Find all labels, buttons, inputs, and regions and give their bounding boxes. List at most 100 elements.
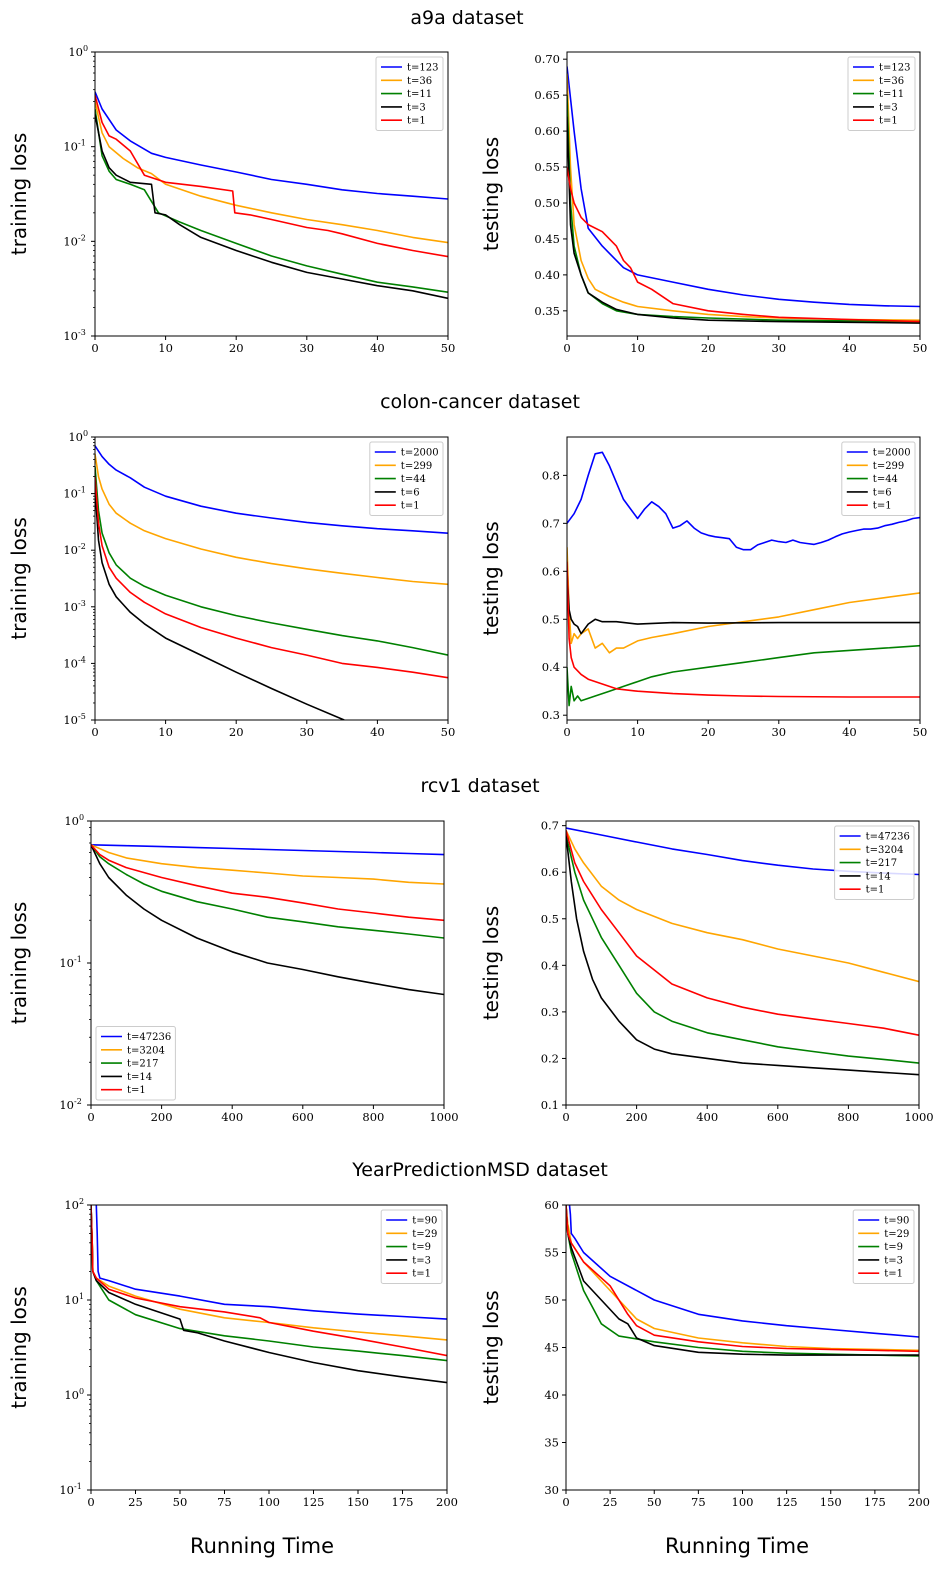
- svg-text:10: 10: [63, 234, 78, 248]
- x-tick-label: 0: [562, 1495, 569, 1509]
- svg-text:10: 10: [64, 1198, 79, 1212]
- legend-entry: t=2000: [401, 448, 439, 459]
- y-tick-label: 10 -4: [63, 655, 85, 670]
- x-tick-label: 400: [696, 1110, 718, 1124]
- series-lines: [567, 451, 920, 707]
- x-tick-label: 125: [776, 1495, 798, 1509]
- x-tick-label: 125: [303, 1495, 325, 1509]
- legend: t=2000 t=299 t=44 t=6 t=1: [841, 441, 916, 516]
- x-tick-label: 800: [837, 1110, 859, 1124]
- x-tick-label: 800: [362, 1110, 384, 1124]
- x-tick-label: 10: [630, 341, 645, 355]
- y-tick-label: 10 0: [68, 44, 88, 59]
- legend-entry: t=1: [866, 885, 885, 896]
- legend-box: [834, 825, 915, 900]
- legend-entry: t=90: [412, 1216, 437, 1227]
- series-line-t=44: [567, 644, 920, 707]
- series-line-t=14: [91, 844, 444, 996]
- y-tick-label: 10 -2: [63, 233, 85, 248]
- x-tick-label: 25: [128, 1495, 143, 1509]
- svg-text:10: 10: [63, 329, 78, 343]
- y-tick-label: 0.1: [541, 1098, 559, 1112]
- y-tick-label: 10 -3: [63, 328, 85, 343]
- x-tick-label: 30: [771, 725, 786, 739]
- svg-text:1: 1: [79, 1292, 84, 1301]
- series-line-t=11: [567, 95, 920, 323]
- legend-entry: t=1: [127, 1085, 146, 1096]
- series-line-t=1: [567, 166, 920, 323]
- x-tick-label: 40: [842, 725, 857, 739]
- legend-entry: t=29: [884, 1229, 909, 1240]
- dataset-title-colon-cancer: colon-cancer dataset: [380, 391, 580, 413]
- y-tick-label: 0.7: [541, 819, 559, 833]
- svg-text:-1: -1: [74, 1482, 82, 1491]
- y-tick-label: 10 2: [64, 1197, 84, 1212]
- series-line-t=2000: [95, 445, 448, 534]
- x-tick-label: 0: [91, 725, 98, 739]
- legend-entry: t=9: [412, 1242, 431, 1253]
- y-tick-label: 45: [544, 1341, 559, 1355]
- legend-entry: t=14: [866, 871, 891, 882]
- series-lines: [95, 445, 448, 720]
- svg-text:10: 10: [63, 140, 78, 154]
- x-tick-label: 50: [913, 725, 928, 739]
- series-line-t=6: [567, 571, 920, 635]
- legend-entry: t=3204: [866, 845, 904, 856]
- svg-text:10: 10: [68, 430, 83, 444]
- series-line-t=3: [95, 114, 448, 300]
- legend-entry: t=11: [407, 89, 432, 100]
- x-tick-label: 75: [691, 1495, 706, 1509]
- y-tick-label: 60: [544, 1198, 559, 1212]
- y-axis-label: training loss: [7, 133, 31, 255]
- x-axis-label-right: Running Time: [665, 1534, 809, 1558]
- panel-colon-cancer-testing: 0 10 20 30 40 50 0.3 0.4 0.5 0.6 0.7 0.8 testing los…: [479, 436, 928, 739]
- y-tick-label: 10 -1: [63, 139, 85, 154]
- legend-box: [380, 1209, 443, 1284]
- x-tick-label: 50: [173, 1495, 188, 1509]
- svg-text:-3: -3: [78, 328, 86, 337]
- svg-text:10: 10: [63, 713, 78, 727]
- dataset-title-rcv1: rcv1 dataset: [420, 775, 539, 797]
- y-axis-label: testing loss: [479, 906, 503, 1020]
- y-tick-label: 0.8: [542, 468, 560, 482]
- y-tick-label: 0.40: [534, 268, 560, 282]
- legend-entry: t=299: [873, 461, 904, 472]
- series-lines: [91, 844, 444, 996]
- y-tick-label: 10 -1: [63, 486, 85, 501]
- legend-entry: t=47236: [866, 832, 910, 843]
- x-tick-label: 0: [87, 1110, 94, 1124]
- svg-text:0: 0: [79, 1387, 84, 1396]
- panel-yearprediction-testing: 0 25 50 75 100 125 150 175 200 30 35 40 45 50 55 60 test…: [479, 1198, 930, 1509]
- y-tick-label: 30: [544, 1483, 559, 1497]
- x-tick-label: 1000: [429, 1110, 458, 1124]
- legend-entry: t=6: [401, 487, 420, 498]
- plot-frame: [566, 51, 921, 337]
- series-line-t=47236: [91, 844, 444, 856]
- series-line-t=1: [91, 844, 444, 922]
- svg-text:0: 0: [83, 44, 88, 53]
- svg-text:10: 10: [63, 487, 78, 501]
- legend-box: [852, 1209, 915, 1284]
- x-tick-label: 100: [258, 1495, 280, 1509]
- legend-entry: t=2000: [873, 448, 911, 459]
- series-line-t=217: [91, 844, 444, 939]
- x-tick-label: 100: [732, 1495, 754, 1509]
- x-tick-label: 150: [347, 1495, 369, 1509]
- series-line-t=2000: [567, 451, 920, 551]
- legend-entry: t=44: [401, 474, 426, 485]
- legend-entry: t=29: [412, 1229, 437, 1240]
- series-line-t=11: [95, 108, 448, 293]
- series-lines: [95, 91, 448, 300]
- legend: t=123 t=36 t=11 t=3 t=1: [847, 56, 916, 131]
- x-tick-label: 200: [908, 1495, 930, 1509]
- legend-entry: t=36: [879, 76, 904, 87]
- svg-text:-1: -1: [74, 955, 82, 964]
- dataset-title-yearprediction: YearPredictionMSD dataset: [351, 1159, 608, 1181]
- legend-entry: t=3: [879, 102, 898, 113]
- legend-entry: t=1: [884, 1269, 903, 1280]
- legend-entry: t=217: [127, 1059, 158, 1070]
- legend-entry: t=1: [401, 501, 420, 512]
- legend-box: [95, 1026, 176, 1101]
